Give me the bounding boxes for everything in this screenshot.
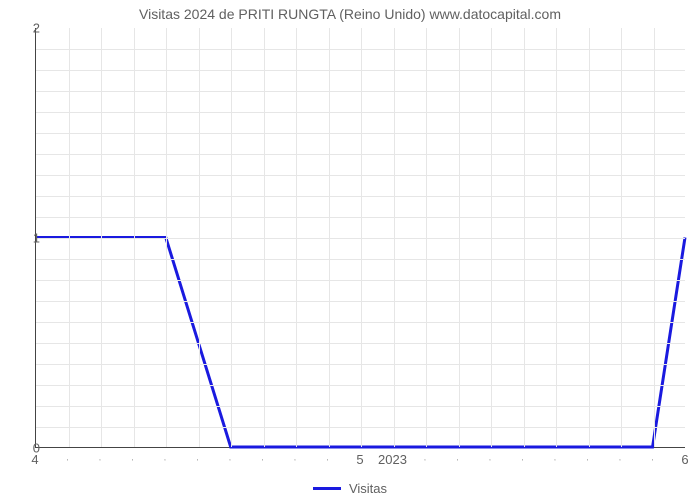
x-minor-tick: , [457, 456, 459, 462]
gridline-h [36, 91, 685, 92]
gridline-h [36, 70, 685, 71]
gridline-h [36, 196, 685, 197]
chart-title: Visitas 2024 de PRITI RUNGTA (Reino Unid… [0, 6, 700, 22]
x-tick-label: 6 [681, 452, 688, 467]
y-tick-label: 2 [20, 21, 40, 36]
x-minor-tick: , [262, 456, 264, 462]
x-minor-tick: , [489, 456, 491, 462]
x-minor-tick: , [619, 456, 621, 462]
visits-chart: Visitas 2024 de PRITI RUNGTA (Reino Unid… [0, 0, 700, 500]
x-minor-tick: , [99, 456, 101, 462]
gridline-h [36, 364, 685, 365]
legend: Visitas [0, 477, 700, 496]
gridline-h [36, 238, 685, 239]
gridline-h [36, 343, 685, 344]
x-minor-tick: , [327, 456, 329, 462]
y-tick-label: 1 [20, 231, 40, 246]
legend-label: Visitas [349, 481, 387, 496]
x-minor-tick: , [132, 456, 134, 462]
gridline-h [36, 301, 685, 302]
x-minor-tick: , [294, 456, 296, 462]
gridline-h [36, 175, 685, 176]
gridline-h [36, 280, 685, 281]
plot-area [35, 28, 685, 448]
x-minor-tick: , [67, 456, 69, 462]
x-minor-tick: , [197, 456, 199, 462]
x-minor-tick: , [424, 456, 426, 462]
gridline-h [36, 322, 685, 323]
legend-item-visitas: Visitas [313, 481, 387, 496]
gridline-h [36, 49, 685, 50]
legend-swatch [313, 487, 341, 490]
gridline-h [36, 112, 685, 113]
gridline-h [36, 406, 685, 407]
gridline-h [36, 427, 685, 428]
gridline-h [36, 133, 685, 134]
x-minor-tick: , [652, 456, 654, 462]
gridline-h [36, 385, 685, 386]
x-minor-tick: , [554, 456, 556, 462]
gridline-h [36, 259, 685, 260]
x-tick-label: 4 [31, 452, 38, 467]
x-minor-tick: , [522, 456, 524, 462]
x-minor-tick: , [164, 456, 166, 462]
gridline-h [36, 154, 685, 155]
x-minor-tick: , [587, 456, 589, 462]
gridline-h [36, 217, 685, 218]
x-tick-label: 5 [356, 452, 363, 467]
x-center-label: 2023 [378, 452, 407, 467]
x-minor-tick: , [229, 456, 231, 462]
